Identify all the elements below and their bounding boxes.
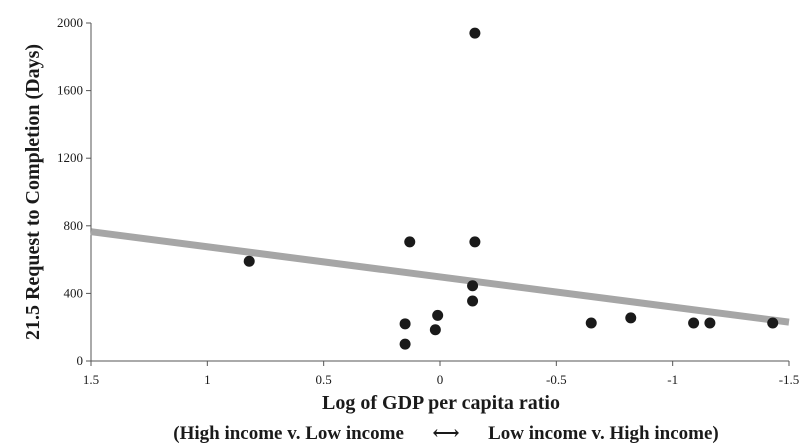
- data-point: [432, 309, 444, 321]
- tick-labels: 0 400 800 1200 1600 2000 1.5 1 0.5 0 -0.5 -1 -1.5: [57, 15, 799, 387]
- trendline: [90, 228, 790, 326]
- data-point: [467, 280, 479, 292]
- x-tick-label: -0.5: [546, 372, 567, 387]
- y-tick-label: 800: [64, 218, 84, 233]
- data-point: [467, 295, 479, 307]
- y-tick-label: 1200: [57, 150, 83, 165]
- x-tick-label: -1.5: [779, 372, 800, 387]
- x-axis-subtitle: (High income v. Low income ⟷ Low income …: [173, 423, 719, 444]
- data-point: [469, 236, 481, 248]
- data-point: [688, 317, 700, 329]
- data-point: [404, 236, 416, 248]
- y-tick-label: 400: [64, 285, 84, 300]
- data-points: [243, 27, 779, 350]
- data-point: [429, 324, 441, 336]
- data-point: [399, 338, 411, 350]
- y-axis-title: 21.5 Request to Completion (Days): [22, 44, 44, 340]
- trendline-group: [90, 228, 790, 326]
- x-tick-label: -1: [667, 372, 678, 387]
- data-point: [243, 255, 255, 267]
- x-axis-title: Log of GDP per capita ratio: [322, 392, 560, 414]
- data-point: [625, 312, 637, 324]
- y-tick-label: 2000: [57, 15, 83, 30]
- data-point: [469, 27, 481, 39]
- data-point: [704, 317, 716, 329]
- y-tick-label: 0: [77, 353, 84, 368]
- y-tick-label: 1600: [57, 83, 83, 98]
- data-point: [399, 318, 411, 330]
- x-tick-label: 1: [204, 372, 211, 387]
- axes: [86, 22, 790, 366]
- x-tick-label: 1.5: [83, 372, 99, 387]
- x-tick-label: 0.5: [316, 372, 332, 387]
- x-tick-label: 0: [437, 372, 444, 387]
- data-point: [585, 317, 597, 329]
- data-point: [767, 317, 779, 329]
